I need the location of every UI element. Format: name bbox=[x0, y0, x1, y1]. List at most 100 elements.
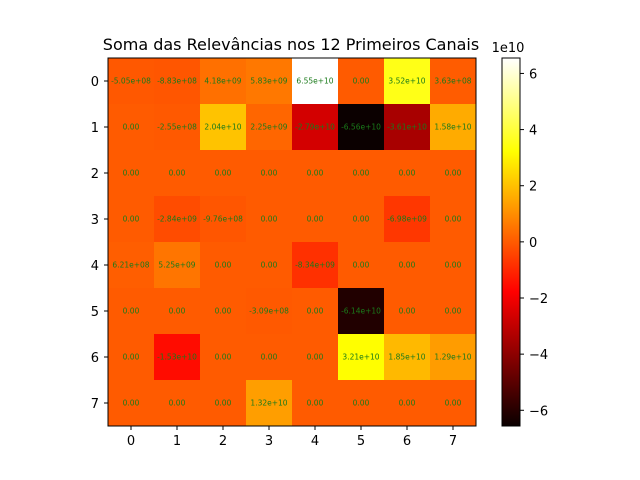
heatmap-cell-r0-c1 bbox=[154, 58, 200, 104]
y-tick-label-0: 0 bbox=[91, 75, 99, 90]
cell-value-label-r1-c4: -2.79e+10 bbox=[295, 123, 335, 132]
cell-value-label-r6-c2: 0.00 bbox=[215, 353, 232, 362]
cell-value-label-r6-c7: 1.29e+10 bbox=[434, 353, 471, 362]
x-tick-label-0: 0 bbox=[127, 434, 135, 449]
heatmap-cell-r4-c7 bbox=[430, 242, 476, 288]
heatmap-cell-r1-c2 bbox=[200, 104, 246, 150]
heatmap-cell-r1-c6 bbox=[384, 104, 430, 150]
cell-value-label-r4-c4: -8.34e+09 bbox=[295, 261, 335, 270]
y-tick-label-1: 1 bbox=[91, 121, 99, 136]
heatmap-cell-r6-c0 bbox=[108, 334, 154, 380]
colorbar: 1e10 −6 −4 −2 0 2 4 6 bbox=[492, 41, 548, 427]
cell-value-label-r3-c1: -2.84e+09 bbox=[157, 215, 197, 224]
cell-value-label-r4-c3: 0.00 bbox=[261, 261, 278, 270]
cell-value-label-r6-c0: 0.00 bbox=[123, 353, 140, 362]
cell-value-label-r1-c2: 2.04e+10 bbox=[204, 123, 241, 132]
cell-value-label-r0-c5: 0.00 bbox=[353, 77, 370, 86]
cell-value-label-r5-c2: 0.00 bbox=[215, 307, 232, 316]
cell-value-label-r3-c3: 0.00 bbox=[261, 215, 278, 224]
heatmap-cell-r7-c5 bbox=[338, 380, 384, 426]
cell-value-label-r6-c5: 3.21e+10 bbox=[342, 353, 379, 362]
cell-value-label-r2-c0: 0.00 bbox=[123, 169, 140, 178]
heatmap-cell-r0-c2 bbox=[200, 58, 246, 104]
heatmap-cell-r1-c3 bbox=[246, 104, 292, 150]
cell-value-label-r4-c0: 6.21e+08 bbox=[112, 261, 149, 270]
heatmap-cell-r5-c5 bbox=[338, 288, 384, 334]
heatmap-cell-r6-c3 bbox=[246, 334, 292, 380]
cell-value-label-r5-c1: 0.00 bbox=[169, 307, 186, 316]
heatmap-cell-r2-c5 bbox=[338, 150, 384, 196]
heatmap-cell-r5-c2 bbox=[200, 288, 246, 334]
heatmap-cell-r6-c1 bbox=[154, 334, 200, 380]
heatmap-cell-r1-c5 bbox=[338, 104, 384, 150]
colorbar-tick-label-5: 4 bbox=[529, 124, 537, 139]
cell-value-label-r2-c4: 0.00 bbox=[307, 169, 324, 178]
heatmap-cell-r6-c4 bbox=[292, 334, 338, 380]
heatmap-cell-r5-c7 bbox=[430, 288, 476, 334]
heatmap-cell-r7-c2 bbox=[200, 380, 246, 426]
heatmap-cell-r2-c4 bbox=[292, 150, 338, 196]
cell-value-label-r7-c3: 1.32e+10 bbox=[250, 399, 287, 408]
colorbar-tick-label-2: −2 bbox=[529, 292, 548, 307]
cell-value-label-r4-c2: 0.00 bbox=[215, 261, 232, 270]
heatmap-cell-r3-c6 bbox=[384, 196, 430, 242]
colorbar-exponent-label: 1e10 bbox=[492, 41, 525, 56]
cell-value-label-r7-c2: 0.00 bbox=[215, 399, 232, 408]
y-tick-label-5: 5 bbox=[91, 305, 99, 320]
heatmap-cell-r7-c4 bbox=[292, 380, 338, 426]
cell-value-label-r1-c7: 1.58e+10 bbox=[434, 123, 471, 132]
heatmap-cell-r5-c6 bbox=[384, 288, 430, 334]
heatmap-cell-r3-c0 bbox=[108, 196, 154, 242]
heatmap-cell-r1-c0 bbox=[108, 104, 154, 150]
cell-value-label-r6-c3: 0.00 bbox=[261, 353, 278, 362]
heatmap-cell-r4-c4 bbox=[292, 242, 338, 288]
cell-value-label-r5-c4: 0.00 bbox=[307, 307, 324, 316]
heatmap-cell-r7-c7 bbox=[430, 380, 476, 426]
heatmap-frame bbox=[107, 57, 477, 427]
heatmap-cell-r4-c6 bbox=[384, 242, 430, 288]
y-axis: 0 1 2 3 4 5 6 7 bbox=[91, 75, 108, 412]
cell-value-label-r7-c5: 0.00 bbox=[353, 399, 370, 408]
x-tick-label-6: 6 bbox=[403, 434, 411, 449]
heatmap-cell-r3-c3 bbox=[246, 196, 292, 242]
cell-value-label-r7-c1: 0.00 bbox=[169, 399, 186, 408]
heatmap-cell-r6-c2 bbox=[200, 334, 246, 380]
heatmap-cell-r3-c4 bbox=[292, 196, 338, 242]
colorbar-tick-label-4: 2 bbox=[529, 180, 537, 195]
cell-value-label-r4-c5: 0.00 bbox=[353, 261, 370, 270]
heatmap-cell-r2-c6 bbox=[384, 150, 430, 196]
heatmap-cell-r0-c3 bbox=[246, 58, 292, 104]
x-tick-label-7: 7 bbox=[449, 434, 457, 449]
heatmap-cell-r7-c1 bbox=[154, 380, 200, 426]
x-tick-label-3: 3 bbox=[265, 434, 273, 449]
heatmap-cell-r2-c3 bbox=[246, 150, 292, 196]
heatmap-cells: -5.05e+08 -8.83e+08 4.18e+09 5.83e+09 6.55e+… bbox=[108, 58, 476, 426]
cell-value-label-r2-c5: 0.00 bbox=[353, 169, 370, 178]
cell-value-label-r3-c4: 0.00 bbox=[307, 215, 324, 224]
x-tick-label-5: 5 bbox=[357, 434, 365, 449]
colorbar-tick-label-6: 6 bbox=[529, 67, 537, 82]
heatmap-cell-r6-c5 bbox=[338, 334, 384, 380]
cell-value-label-r6-c1: -1.53e+10 bbox=[157, 353, 197, 362]
y-tick-label-7: 7 bbox=[91, 397, 99, 412]
heatmap-cell-r2-c7 bbox=[430, 150, 476, 196]
cell-value-label-r7-c6: 0.00 bbox=[399, 399, 416, 408]
heatmap-cell-r0-c4 bbox=[292, 58, 338, 104]
cell-value-label-r3-c2: -9.76e+08 bbox=[203, 215, 243, 224]
heatmap-cell-r5-c4 bbox=[292, 288, 338, 334]
colorbar-tick-label-1: −4 bbox=[529, 348, 548, 363]
heatmap-cell-r0-c7 bbox=[430, 58, 476, 104]
heatmap-cell-r1-c4 bbox=[292, 104, 338, 150]
heatmap-cell-r4-c0 bbox=[108, 242, 154, 288]
heatmap-cell-r1-c1 bbox=[154, 104, 200, 150]
cell-value-label-r1-c5: -6.56e+10 bbox=[341, 123, 381, 132]
heatmap-cell-r5-c3 bbox=[246, 288, 292, 334]
cell-value-label-r6-c4: 0.00 bbox=[307, 353, 324, 362]
heatmap-cell-r3-c2 bbox=[200, 196, 246, 242]
cell-value-label-r5-c3: -3.09e+08 bbox=[249, 307, 289, 316]
cell-value-label-r0-c4: 6.55e+10 bbox=[296, 77, 333, 86]
cell-value-label-r0-c2: 4.18e+09 bbox=[204, 77, 241, 86]
cell-value-label-r2-c3: 0.00 bbox=[261, 169, 278, 178]
x-tick-label-1: 1 bbox=[173, 434, 181, 449]
cell-value-label-r3-c5: 0.00 bbox=[353, 215, 370, 224]
